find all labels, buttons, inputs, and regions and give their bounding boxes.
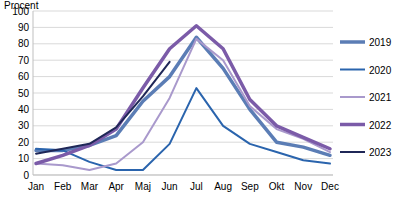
grid-line [33,175,333,176]
y-tick-label: 30 [18,120,30,131]
chart-svg: Procent0102030405060708090100JanFebMarAp… [0,0,409,205]
grid-line [33,125,333,126]
y-axis [33,11,34,175]
x-axis [33,175,333,176]
grid-line [33,109,333,110]
series-line [36,62,170,154]
x-tick-label: Feb [54,181,72,192]
y-tick-label: 90 [18,22,30,33]
grid-line [33,158,333,159]
grid-line [33,27,333,28]
y-tick-label: 80 [18,38,30,49]
x-tick-label: Jul [190,181,203,192]
grid-line [33,93,333,94]
legend-label: 2020 [369,65,392,76]
grid-line [33,11,333,12]
series-line [36,37,330,155]
legend-swatch [340,151,365,153]
x-tick-label: Apr [108,181,124,192]
x-tick-label: Aug [214,181,232,192]
x-tick-label: Mar [81,181,99,192]
chart-container: Procent0102030405060708090100JanFebMarAp… [0,0,409,205]
plot-area [36,26,330,170]
y-tick-label: 100 [12,6,29,17]
x-tick-label: Nov [294,181,312,192]
grid-line [33,76,333,77]
legend-swatch [340,96,365,98]
legend-swatch [340,40,365,44]
legend-swatch [340,69,365,71]
x-tick-label: Sep [241,181,259,192]
legend-label: 2021 [369,92,392,103]
y-tick-label: 10 [18,153,30,164]
legend-label: 2023 [369,147,392,158]
legend-label: 2022 [369,120,392,131]
grid-line [33,43,333,44]
y-tick-label: 0 [23,170,29,181]
y-tick-label: 50 [18,88,30,99]
x-tick-label: Okt [269,181,285,192]
y-tick-label: 60 [18,71,30,82]
legend-label: 2019 [369,37,392,48]
x-tick-label: Jan [28,181,44,192]
x-tick-label: Jun [162,181,178,192]
y-tick-label: 70 [18,55,30,66]
series-line [36,26,330,164]
x-tick-label: Dec [321,181,339,192]
y-tick-label: 20 [18,137,30,148]
legend-swatch [340,123,365,127]
x-tick-label: Maj [135,181,151,192]
y-tick-label: 40 [18,104,30,115]
